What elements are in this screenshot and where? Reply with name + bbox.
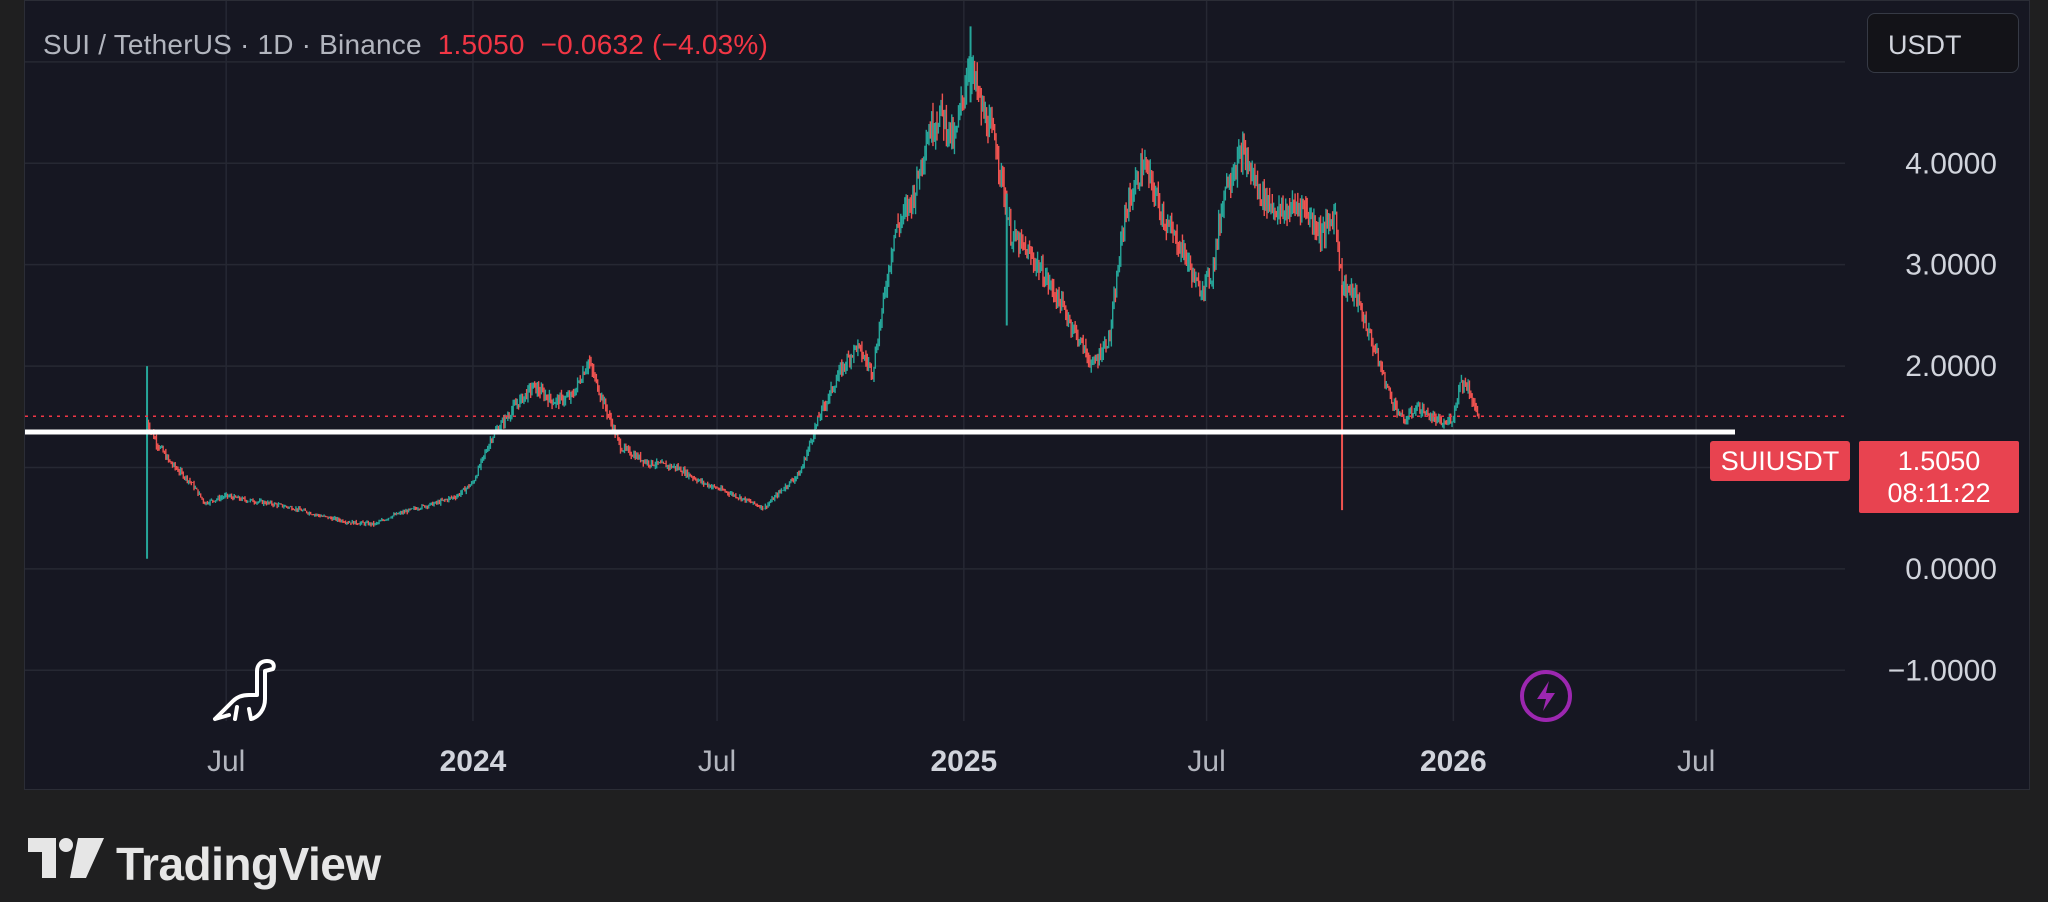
currency-button[interactable]: USDT bbox=[1867, 13, 2019, 73]
y-tick-label: 4.0000 bbox=[1905, 147, 1997, 180]
lightning-icon[interactable] bbox=[1519, 669, 1573, 723]
x-tick-label: Jul bbox=[1187, 745, 1225, 778]
y-tick-label: 3.0000 bbox=[1905, 249, 1997, 282]
y-tick-label: 0.0000 bbox=[1905, 553, 1997, 586]
x-tick-label: Jul bbox=[698, 745, 736, 778]
tradingview-brand: TradingView bbox=[116, 838, 381, 890]
y-tick-label: 2.0000 bbox=[1905, 350, 1997, 383]
grid-layer bbox=[25, 1, 1845, 721]
axis-layer: 5.00004.00003.00002.00001.00000.0000−1.0… bbox=[207, 46, 1997, 778]
bar-countdown: 08:11:22 bbox=[1887, 478, 1991, 508]
chart-panel[interactable]: 5.00004.00003.00002.00001.00000.0000−1.0… bbox=[24, 0, 2030, 790]
last-price: 1.5050 bbox=[437, 29, 525, 60]
y-tick-label: −1.0000 bbox=[1888, 654, 1997, 687]
price-change: −0.0632 (−4.03%) bbox=[540, 29, 768, 60]
x-tick-label: 2025 bbox=[930, 745, 997, 778]
x-tick-label: Jul bbox=[1677, 745, 1715, 778]
symbol-label: SUIUSDT bbox=[1710, 441, 1850, 481]
x-tick-label: Jul bbox=[207, 745, 245, 778]
price-label: 1.5050 08:11:22 bbox=[1859, 441, 2019, 513]
price-chart[interactable]: 5.00004.00003.00002.00001.00000.0000−1.0… bbox=[25, 1, 2030, 790]
chart-header: SUI / TetherUS · 1D · Binance 1.5050 −0.06… bbox=[43, 29, 768, 61]
line-layer bbox=[25, 415, 1845, 435]
price-label-value: 1.5050 bbox=[1897, 446, 1981, 476]
x-tick-label: 2024 bbox=[440, 745, 507, 778]
symbol-title: SUI / TetherUS · 1D · Binance bbox=[43, 29, 422, 60]
x-tick-label: 2026 bbox=[1420, 745, 1487, 778]
tradingview-logo-icon bbox=[28, 838, 104, 878]
dinosaur-icon bbox=[213, 659, 276, 721]
candle-layer bbox=[146, 26, 1480, 559]
